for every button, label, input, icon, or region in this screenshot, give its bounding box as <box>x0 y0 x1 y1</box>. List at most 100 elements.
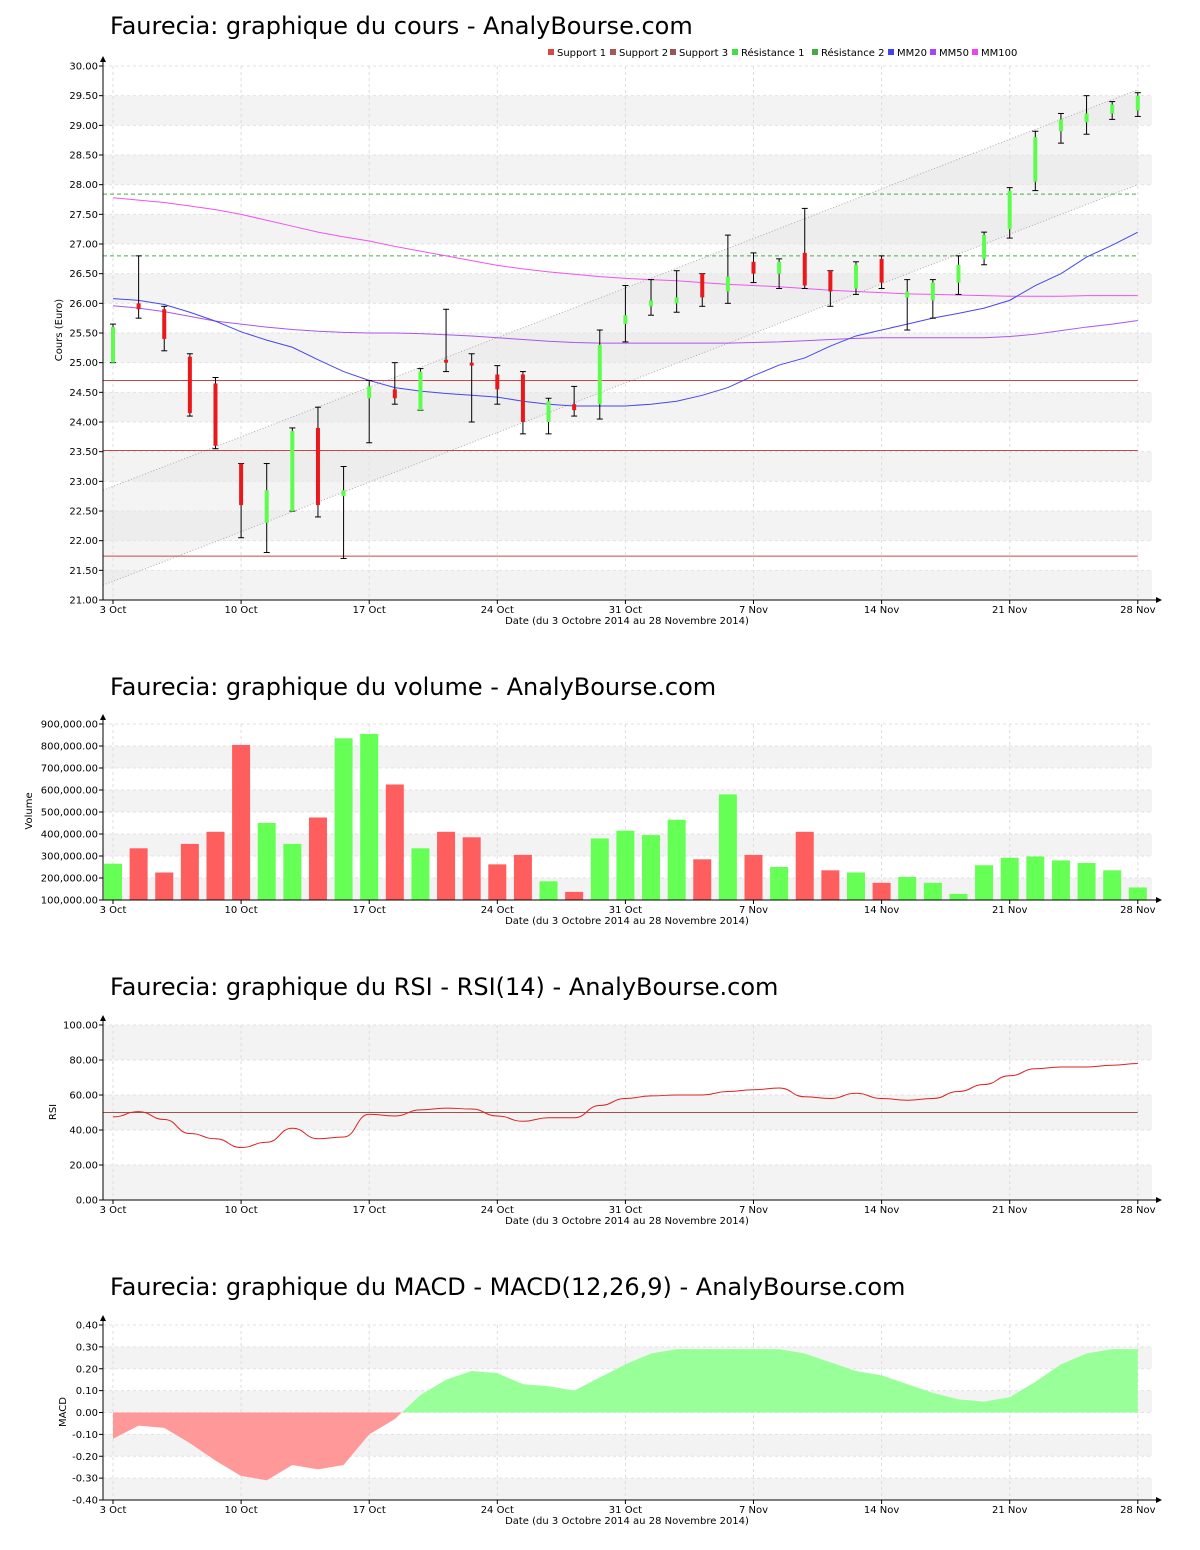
volume-bar <box>718 794 737 900</box>
candle-body <box>1084 113 1089 123</box>
volume-bar <box>385 784 404 900</box>
candle-body <box>341 490 346 497</box>
volume-bar <box>155 872 174 900</box>
grid-band <box>103 570 1152 600</box>
rsi-line <box>112 1063 1138 1149</box>
y-axis-arrow <box>100 714 106 720</box>
volume-bar <box>1051 860 1070 900</box>
volume-bar <box>462 837 481 900</box>
x-tick-label: 24 Oct <box>481 1205 514 1216</box>
price-x-axis-label: Date (du 3 Octobre 2014 au 28 Novembre 2… <box>505 616 749 627</box>
candle-body <box>905 291 910 298</box>
y-tick-label: 800,000.00 <box>41 742 98 753</box>
x-tick-label: 10 Oct <box>224 905 257 916</box>
legend-swatch <box>548 49 554 55</box>
grid-band <box>103 790 1152 812</box>
grid-band <box>103 95 1152 126</box>
trend-channel-lower <box>102 184 1138 586</box>
x-tick-label: 17 Oct <box>353 905 386 916</box>
volume-y-axis-label: Volume <box>24 792 35 829</box>
x-tick-label: 28 Nov <box>1120 1205 1156 1216</box>
legend-label: Support 3 <box>679 48 728 59</box>
volume-bar <box>846 872 865 900</box>
y-tick-label: 0.40 <box>76 1321 98 1332</box>
y-tick-label: 22.00 <box>69 536 98 547</box>
grid-band <box>103 214 1152 244</box>
y-tick-label: 21.50 <box>69 566 98 577</box>
grid-band <box>103 155 1152 185</box>
x-axis-arrow <box>1156 1497 1162 1503</box>
candle-body <box>290 430 295 511</box>
candle-body <box>802 252 807 286</box>
grid-band <box>103 1346 1152 1369</box>
y-tick-label: 60.00 <box>69 1091 98 1102</box>
macd-series <box>113 1349 1138 1481</box>
candle-body <box>956 264 961 283</box>
x-axis-arrow <box>1156 597 1162 603</box>
volume-bar <box>308 817 327 900</box>
volume-bar <box>1103 870 1122 900</box>
candle-body <box>520 374 525 422</box>
y-axis-arrow <box>100 56 106 62</box>
candle-body <box>213 383 218 446</box>
price-chart-title: Faurecia: graphique du cours - AnalyBour… <box>110 12 693 40</box>
y-tick-label: 28.50 <box>69 151 98 162</box>
legend-label: MM20 <box>897 48 927 59</box>
volume-bar <box>334 738 353 900</box>
trend-channel <box>103 89 1138 586</box>
volume-bar <box>975 865 994 900</box>
candle-body <box>264 490 269 523</box>
macd-x-axis-label: Date (du 3 Octobre 2014 au 28 Novembre 2… <box>505 1516 749 1527</box>
candle-body <box>828 270 833 292</box>
candle-body <box>597 344 602 405</box>
legend-swatch <box>670 49 676 55</box>
volume-bar <box>616 830 635 900</box>
y-tick-label: 200,000.00 <box>41 874 98 885</box>
y-tick-label: 28.00 <box>69 180 98 191</box>
legend-label: MM50 <box>939 48 969 59</box>
y-tick-label: -0.40 <box>72 1496 98 1507</box>
grid-band <box>103 392 1152 422</box>
y-tick-label: 24.00 <box>69 418 98 429</box>
volume-bar <box>180 843 199 900</box>
volume-bar <box>104 863 122 900</box>
x-tick-label: 3 Oct <box>100 605 127 616</box>
candle-body <box>777 261 782 274</box>
y-tick-label: 400,000.00 <box>41 830 98 841</box>
legend-label: Support 1 <box>557 48 606 59</box>
candle-body <box>392 389 397 399</box>
volume-bar <box>949 893 968 900</box>
candle-body <box>162 309 167 339</box>
volume-bar <box>1026 856 1045 900</box>
x-tick-label: 21 Nov <box>992 1505 1028 1516</box>
y-tick-label: -0.10 <box>72 1430 98 1441</box>
y-tick-label: 0.20 <box>76 1364 98 1375</box>
y-tick-label: 700,000.00 <box>41 764 98 775</box>
candle-body <box>495 374 500 390</box>
x-tick-label: 10 Oct <box>224 1505 257 1516</box>
grid-band <box>103 1478 1152 1500</box>
volume-bar <box>898 876 917 900</box>
x-tick-label: 24 Oct <box>481 1505 514 1516</box>
volume-chart-title: Faurecia: graphique du volume - AnalyBou… <box>110 673 716 701</box>
volume-bar <box>411 848 430 900</box>
x-tick-label: 14 Nov <box>864 605 900 616</box>
x-tick-label: 28 Nov <box>1120 605 1156 616</box>
candle-body <box>623 315 628 325</box>
candle-body <box>367 386 372 399</box>
grid-band <box>103 746 1152 768</box>
candle-body <box>1033 137 1038 182</box>
rsi-x-axis-label: Date (du 3 Octobre 2014 au 28 Novembre 2… <box>505 1216 749 1227</box>
mm50-line <box>112 305 1138 344</box>
legend-label: MM100 <box>981 48 1017 59</box>
y-tick-label: 100,000.00 <box>41 896 98 907</box>
candle-body <box>572 404 577 411</box>
trend-channel-upper <box>102 89 1138 491</box>
x-tick-label: 14 Nov <box>864 1205 900 1216</box>
volume-bar <box>770 867 789 900</box>
candle-body <box>725 276 730 292</box>
grid-band <box>103 511 1152 541</box>
volume-bar <box>539 881 558 900</box>
y-tick-label: 600,000.00 <box>41 786 98 797</box>
